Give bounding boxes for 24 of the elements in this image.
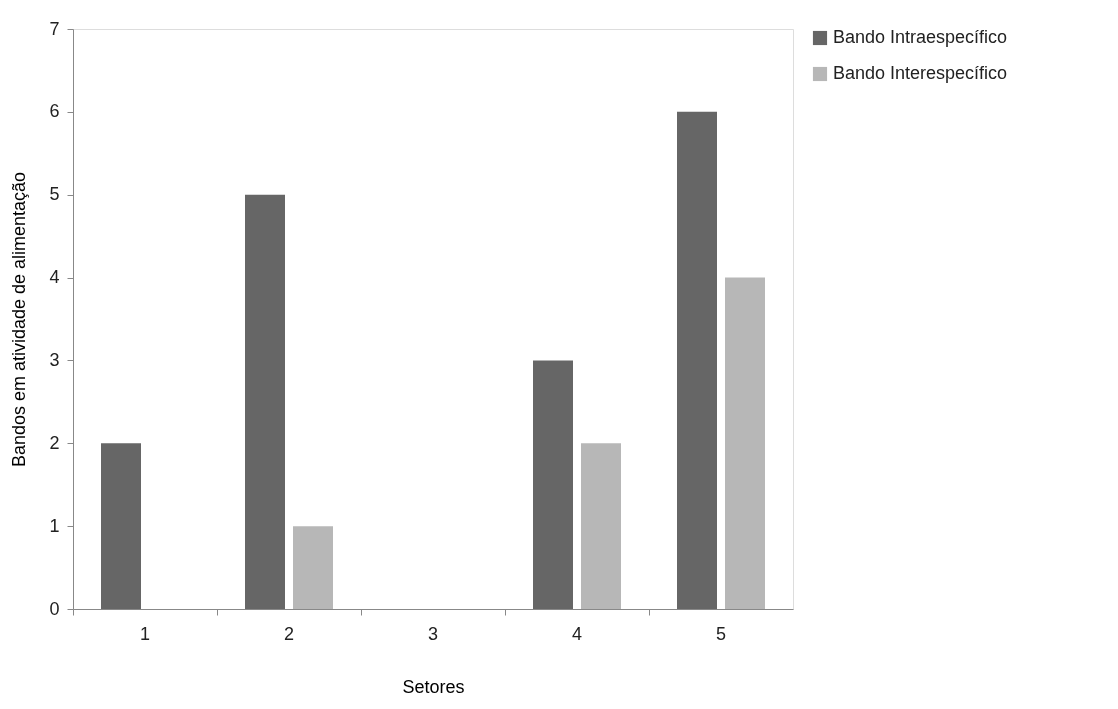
x-tick-label: 2 bbox=[283, 623, 295, 644]
x-tick-label: 3 bbox=[427, 623, 439, 644]
bar bbox=[581, 443, 621, 609]
y-tick-label: 1 bbox=[49, 515, 60, 536]
y-tick-label: 2 bbox=[49, 432, 60, 453]
y-tick-label: 0 bbox=[49, 598, 60, 619]
y-tick-label: 3 bbox=[49, 349, 60, 370]
legend-label: Bando Intraespecífico bbox=[833, 27, 1008, 47]
x-tick-label: 5 bbox=[715, 623, 727, 644]
bar bbox=[725, 277, 765, 609]
x-axis-title: Setores bbox=[402, 676, 465, 697]
y-tick-label: 6 bbox=[49, 101, 60, 122]
y-axis-title: Bandos em atividade de alimentação bbox=[9, 171, 30, 468]
bar bbox=[101, 443, 141, 609]
legend-label: Bando Interespecífico bbox=[833, 63, 1008, 83]
bar bbox=[245, 194, 285, 609]
bar bbox=[677, 111, 717, 609]
x-tick-label: 1 bbox=[139, 623, 151, 644]
y-tick-label: 5 bbox=[49, 184, 60, 205]
y-tick-label: 4 bbox=[49, 267, 60, 288]
bar bbox=[533, 360, 573, 609]
bar bbox=[293, 526, 333, 609]
x-tick-label: 4 bbox=[571, 623, 583, 644]
y-tick-label: 7 bbox=[49, 18, 60, 39]
